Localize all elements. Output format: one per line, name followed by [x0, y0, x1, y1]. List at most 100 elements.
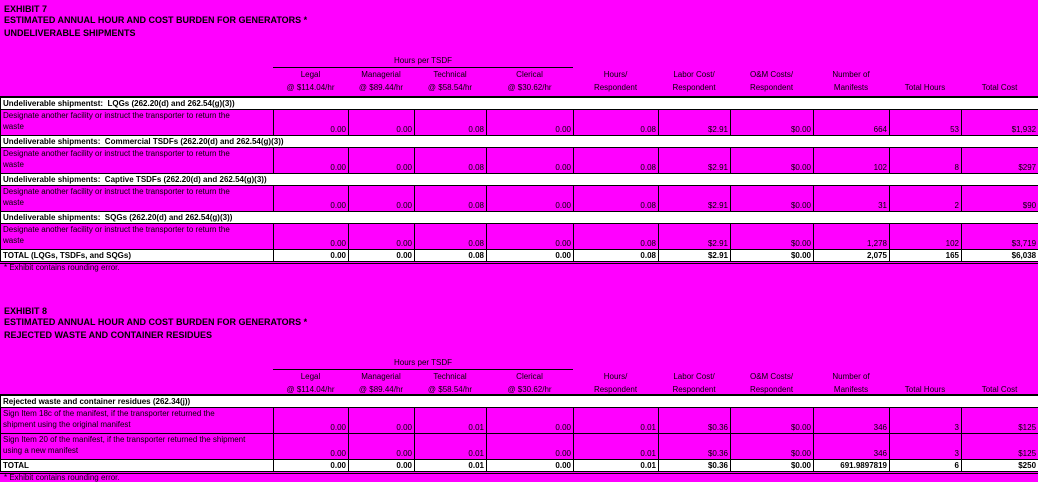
value-cell: 0.00 — [486, 109, 574, 136]
value-cell: 0.00 — [486, 147, 574, 174]
column-header-bottom: @ $89.44/hr — [358, 83, 404, 92]
value-cell: 0.00 — [273, 433, 349, 460]
column-header-bottom: Total Cost — [981, 385, 1018, 394]
spacer-cell — [0, 54, 273, 68]
row-label: Designate another facility or instruct t… — [0, 185, 274, 212]
exhibit-subtitle: ESTIMATED ANNUAL HOUR AND COST BURDEN FO… — [4, 317, 308, 327]
value-cell: 0.00 — [486, 407, 574, 434]
exhibit-number: EXHIBIT 8 — [4, 306, 48, 316]
value-cell: 0.08 — [414, 109, 487, 136]
column-header-top: Hours/ — [603, 372, 628, 381]
value-cell: 691.9897819 — [813, 459, 890, 474]
value-cell: 0.00 — [273, 223, 349, 250]
column-header-top — [961, 68, 1038, 82]
column-header-top: Legal — [300, 70, 321, 79]
value-cell: 0.01 — [414, 407, 487, 434]
value-cell: 0.08 — [573, 185, 659, 212]
data-row: Designate another facility or instruct t… — [0, 223, 1038, 250]
spacer-cell — [573, 356, 1038, 370]
value-cell: 0.00 — [486, 223, 574, 250]
value-cell: $0.36 — [658, 459, 731, 474]
value-cell: 0.00 — [273, 249, 349, 264]
value-cell: $0.36 — [658, 407, 731, 434]
column-header-top — [889, 68, 961, 82]
exhibit-title-block: EXHIBIT 7 ESTIMATED ANNUAL HOUR AND COST… — [4, 4, 307, 39]
value-cell: 1,278 — [813, 223, 890, 250]
column-headers-exhibit-7: Hours per TSDF Legal Managerial Technical Cl… — [0, 54, 1038, 94]
column-header-bottom: Total Cost — [981, 83, 1018, 92]
row-label: Designate another facility or instruct t… — [0, 147, 274, 174]
section-header-row: Undeliverable shipmentst: LQGs (262.20(d… — [0, 96, 1038, 110]
column-header-bottom: @ $30.62/hr — [507, 385, 552, 394]
section-header-row: Undeliverable shipments: SQGs (262.20(d)… — [0, 211, 1038, 224]
value-cell: 0.08 — [414, 249, 487, 264]
value-cell: $90 — [960, 185, 1038, 212]
value-cell: $0.00 — [730, 185, 814, 212]
value-cell: 0.08 — [414, 147, 487, 174]
column-header-top: Legal — [300, 372, 321, 381]
value-cell: $0.00 — [730, 249, 814, 264]
value-cell: 6 — [889, 459, 962, 474]
column-header-bottom: @ $58.54/hr — [427, 385, 473, 394]
column-header-bottom: Respondent — [749, 385, 794, 394]
column-header-bottom: Manifests — [833, 385, 869, 394]
column-header-top — [961, 370, 1038, 384]
column-header-top: Labor Cost/ — [673, 70, 715, 79]
value-cell: $1,932 — [960, 109, 1038, 136]
value-cell: $2.91 — [658, 249, 731, 264]
value-cell: $6,038 — [960, 249, 1038, 264]
value-cell: $0.36 — [658, 433, 731, 460]
column-header-top: Clerical — [516, 70, 543, 79]
exhibit-subtitle: ESTIMATED ANNUAL HOUR AND COST BURDEN FO… — [4, 15, 308, 25]
value-cell: 0.00 — [348, 407, 415, 434]
value-cell: 0.00 — [348, 185, 415, 212]
value-cell: $0.00 — [730, 223, 814, 250]
column-header-top: Hours/ — [603, 70, 628, 79]
value-cell: 0.00 — [273, 147, 349, 174]
section-header-row: Undeliverable shipments: Commercial TSDF… — [0, 135, 1038, 148]
column-header-bottom: @ $89.44/hr — [358, 385, 404, 394]
spacer-cell — [0, 370, 273, 384]
column-header-bottom: Respondent — [593, 385, 638, 394]
value-cell: 0.01 — [414, 459, 487, 474]
column-group-label: Hours per TSDF — [273, 356, 574, 370]
value-cell: 2 — [889, 185, 962, 212]
value-cell: 102 — [889, 223, 962, 250]
column-header-bottom: Manifests — [833, 83, 869, 92]
value-cell: 0.00 — [348, 459, 415, 474]
column-headers-exhibit-8: Hours per TSDF Legal Managerial Technical Cl… — [0, 356, 1038, 396]
total-row: TOTAL 0.00 0.00 0.01 0.00 0.01 $0.36 $0.00 691.9… — [0, 459, 1038, 474]
value-cell: 0.00 — [348, 249, 415, 264]
column-header-top: Clerical — [516, 372, 543, 381]
value-cell: $0.00 — [730, 459, 814, 474]
value-cell: 53 — [889, 109, 962, 136]
row-label: Designate another facility or instruct t… — [0, 223, 274, 250]
value-cell: 31 — [813, 185, 890, 212]
exhibit-title-block: EXHIBIT 8 ESTIMATED ANNUAL HOUR AND COST… — [4, 306, 307, 341]
value-cell: 0.00 — [273, 459, 349, 474]
value-cell: $125 — [960, 433, 1038, 460]
section-label: Undeliverable shipments: Commercial TSDF… — [0, 135, 1038, 148]
value-cell: 0.00 — [486, 459, 574, 474]
spacer-cell — [0, 81, 273, 94]
exhibit-topic: REJECTED WASTE AND CONTAINER RESIDUES — [4, 330, 213, 340]
data-row: Designate another facility or instruct t… — [0, 109, 1038, 136]
column-header-top: Managerial — [361, 70, 401, 79]
section-label: Rejected waste and container residues (2… — [0, 394, 1038, 408]
column-header-bottom: @ $114.04/hr — [286, 83, 335, 92]
column-header-bottom: Total Hours — [904, 83, 946, 92]
total-row: TOTAL (LQGs, TSDFs, and SQGs) 0.00 0.00 0.0… — [0, 249, 1038, 264]
column-header-top: Number of — [832, 372, 870, 381]
value-cell: $0.00 — [730, 109, 814, 136]
column-header-top: Technical — [433, 70, 467, 79]
value-cell: 0.08 — [573, 109, 659, 136]
value-cell: 102 — [813, 147, 890, 174]
value-cell: $0.00 — [730, 147, 814, 174]
section-label: Undeliverable shipments: Captive TSDFs (… — [0, 173, 1038, 186]
row-label: TOTAL (LQGs, TSDFs, and SQGs) — [0, 249, 274, 264]
value-cell: $2.91 — [658, 109, 731, 136]
section-header-row: Rejected waste and container residues (2… — [0, 394, 1038, 408]
value-cell: 0.00 — [348, 109, 415, 136]
row-label: Sign Item 20 of the manifest, if the tra… — [0, 433, 274, 460]
value-cell: $2.91 — [658, 185, 731, 212]
